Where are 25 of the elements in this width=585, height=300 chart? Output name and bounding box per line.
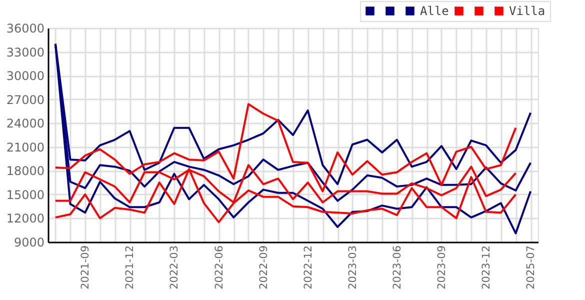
x-tick-label: 2023-09 [436, 246, 448, 290]
y-tick-label: 24000 [6, 116, 44, 131]
x-tick-label: 2023-06 [391, 245, 404, 290]
y-tick-label: 30000 [6, 69, 44, 84]
x-tick-label: 2023-12 [480, 246, 493, 290]
x-tick-label: 2023-03 [346, 246, 359, 290]
x-tick-label: 2022-09 [258, 246, 270, 290]
y-tick-label: 12000 [6, 212, 44, 226]
y-tick-label: 27000 [6, 92, 44, 107]
x-tick-label: 2025-07 [525, 246, 538, 290]
x-tick-label: 2022-03 [168, 246, 181, 290]
x-tick-label: 2021-09 [80, 246, 92, 290]
x-tick-label: 2021-12 [124, 246, 136, 290]
legend-label: Alle [420, 4, 449, 18]
y-tick-label: 15000 [6, 188, 44, 202]
line-series [54, 103, 517, 192]
y-tick-label: 18000 [6, 164, 44, 178]
y-tick-label: 9000 [14, 236, 44, 250]
y-tick-label: 21000 [6, 140, 44, 154]
y-tick-label: 33000 [6, 45, 44, 60]
legend-label: Villa [509, 4, 546, 18]
y-tick-label: 36000 [6, 22, 44, 36]
line-series [54, 168, 517, 224]
x-tick-label: 2022-06 [213, 245, 226, 290]
x-tick-label: 2022-12 [302, 246, 314, 290]
